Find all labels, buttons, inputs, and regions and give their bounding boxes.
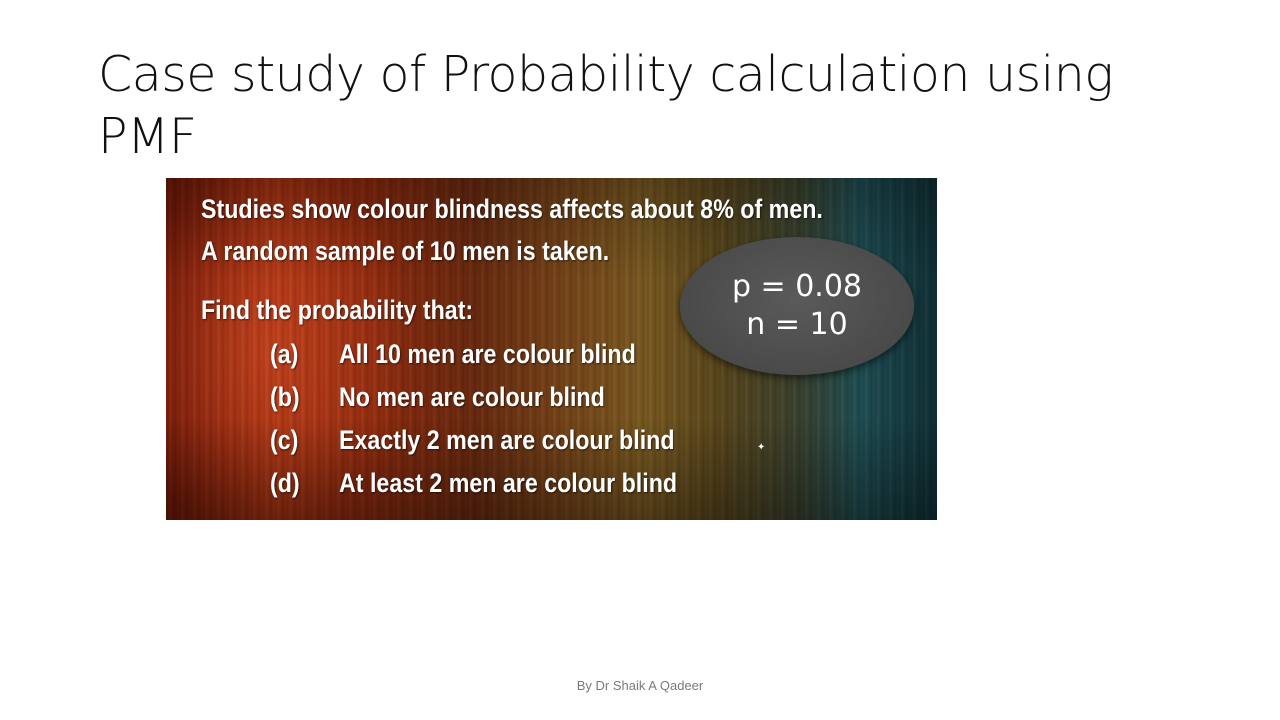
question-text-a: All 10 men are colour blind [339,339,636,369]
problem-image: Studies show colour blindness affects ab… [166,178,937,520]
question-text-c: Exactly 2 men are colour blind [339,425,675,455]
question-text-b: No men are colour blind [339,382,605,412]
question-label-a: (a) [270,339,299,369]
problem-statement-line: Studies show colour blindness affects ab… [201,194,823,224]
question-text-d: At least 2 men are colour blind [339,468,678,498]
question-label-b: (b) [270,382,300,412]
question-prompt: Find the probability that: [201,295,474,325]
cursor-icon: ✦ [757,442,766,453]
param-p: p = 0.08 [731,269,863,304]
param-n: n = 10 [746,307,848,342]
question-label-c: (c) [270,425,299,455]
question-label-d: (d) [270,468,300,498]
sample-statement-line: A random sample of 10 men is taken. [201,236,610,266]
slide-title: Case study of Probability calculation us… [98,46,1114,165]
slide-footer: By Dr Shaik A Qadeer [576,678,704,693]
parameters-bubble: p = 0.08 n = 10 [680,237,914,375]
